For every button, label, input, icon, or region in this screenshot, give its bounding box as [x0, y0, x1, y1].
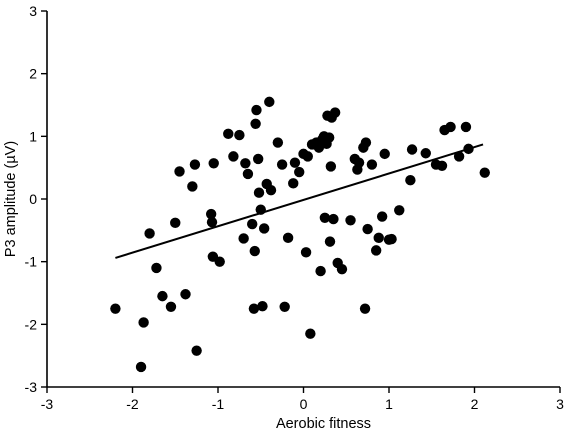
- data-point: [138, 317, 149, 328]
- data-point: [405, 175, 416, 186]
- data-point: [370, 245, 382, 256]
- y-tick-label: -3: [25, 379, 38, 395]
- data-point: [272, 137, 284, 148]
- y-tick-label: 3: [29, 3, 37, 19]
- data-point: [323, 132, 335, 143]
- data-point: [250, 118, 261, 129]
- data-point: [135, 361, 147, 373]
- data-point: [282, 232, 294, 244]
- y-tick-label: 1: [29, 128, 37, 144]
- data-point: [319, 212, 331, 223]
- data-point: [180, 289, 191, 300]
- data-point: [479, 167, 490, 178]
- data-point: [249, 245, 260, 257]
- x-tick-label: -3: [41, 396, 54, 412]
- data-point: [189, 159, 201, 170]
- data-points: [110, 96, 490, 373]
- data-point: [238, 233, 249, 244]
- data-point: [360, 137, 372, 148]
- data-point: [324, 236, 336, 247]
- data-point: [336, 263, 348, 275]
- data-point: [436, 160, 448, 171]
- x-tick-label: 1: [385, 396, 393, 412]
- data-point: [223, 128, 234, 140]
- data-point: [208, 158, 219, 169]
- data-point: [214, 256, 225, 267]
- data-point: [110, 303, 121, 314]
- axes: -3 -2 -1 0 1 2 3 3 2 1 0 -1 -2 -3: [25, 3, 565, 412]
- data-point: [460, 121, 472, 133]
- data-point: [248, 303, 260, 314]
- x-axis-title: Aerobic fitness: [276, 416, 371, 432]
- data-point: [289, 157, 301, 168]
- data-point: [294, 166, 305, 178]
- data-point: [362, 223, 373, 235]
- data-point: [240, 158, 251, 169]
- data-point: [174, 166, 185, 177]
- data-point: [305, 328, 316, 339]
- data-point: [394, 205, 405, 216]
- data-point: [420, 148, 431, 159]
- data-point: [453, 151, 465, 162]
- data-point: [353, 157, 365, 168]
- data-point: [279, 301, 290, 312]
- data-point: [386, 233, 397, 245]
- data-point: [288, 178, 299, 189]
- data-point: [187, 181, 198, 192]
- data-point: [379, 148, 390, 160]
- data-point: [300, 247, 312, 258]
- data-point: [302, 151, 313, 162]
- regression-line-group: [115, 143, 484, 259]
- data-point: [234, 129, 245, 141]
- data-point: [264, 96, 275, 108]
- data-point: [276, 159, 288, 170]
- data-point: [253, 187, 265, 198]
- data-point: [252, 153, 264, 165]
- x-tick-label: 2: [471, 396, 479, 412]
- y-tick-label: -2: [25, 316, 38, 332]
- y-tick-label: -1: [25, 254, 38, 270]
- data-point: [251, 104, 262, 116]
- data-point: [376, 211, 388, 222]
- data-point: [258, 223, 270, 234]
- data-point: [151, 262, 162, 274]
- data-point: [205, 208, 217, 220]
- data-point: [406, 144, 418, 155]
- data-point: [144, 228, 155, 239]
- data-point: [165, 301, 177, 312]
- x-tick-label: 0: [300, 396, 308, 412]
- x-tick-label: -1: [212, 396, 225, 412]
- data-point: [247, 218, 258, 230]
- data-point: [315, 265, 326, 277]
- data-point: [328, 213, 339, 225]
- data-point: [325, 161, 337, 172]
- data-point: [228, 151, 239, 162]
- data-point: [313, 142, 325, 153]
- data-point: [445, 121, 456, 133]
- data-point: [373, 232, 384, 244]
- data-point: [157, 290, 168, 302]
- data-point: [359, 303, 371, 314]
- y-tick-label: 2: [29, 66, 37, 82]
- data-point: [265, 185, 277, 196]
- data-point: [191, 345, 202, 356]
- y-tick-label: 0: [29, 191, 37, 207]
- x-tick-label: 3: [556, 396, 564, 412]
- data-point: [366, 159, 378, 170]
- data-point: [206, 216, 218, 228]
- data-point: [242, 168, 254, 180]
- y-axis-title: P3 amplitude (µV): [3, 141, 19, 257]
- data-point: [257, 300, 268, 312]
- data-point: [170, 217, 181, 229]
- regression-line: [115, 143, 484, 259]
- x-tick-label: -2: [126, 396, 139, 412]
- data-point: [329, 107, 341, 118]
- data-point: [345, 215, 356, 226]
